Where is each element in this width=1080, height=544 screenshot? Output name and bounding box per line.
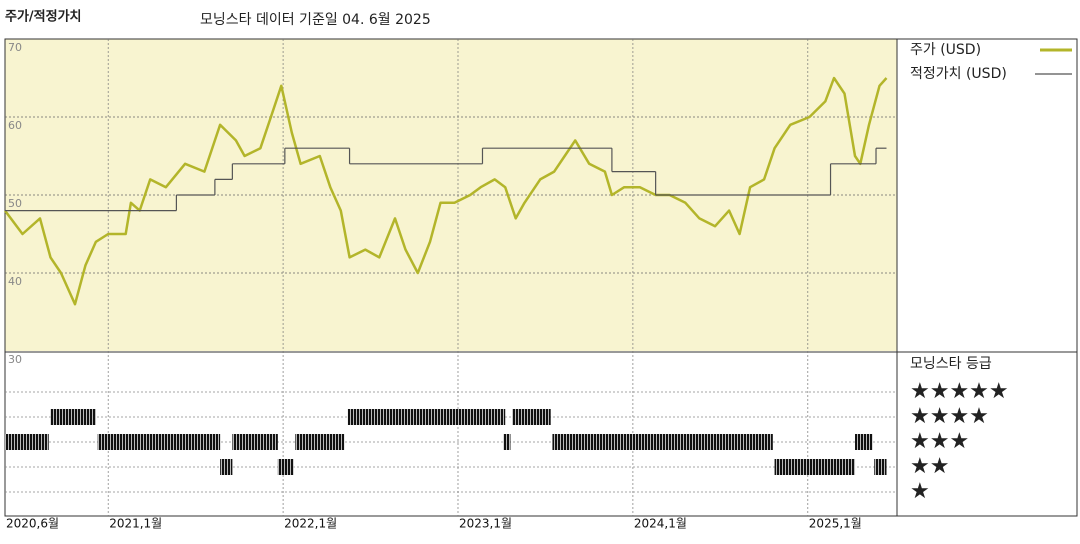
rating-bar xyxy=(97,434,221,450)
rating-title: 모닝스타 등급 xyxy=(910,356,992,372)
chart-title: 주가/적정가치 xyxy=(5,9,82,25)
rating-bar xyxy=(232,434,278,450)
rating-bar xyxy=(295,434,345,450)
x-tick-label: 2025,1월 xyxy=(809,517,862,531)
y-tick-label: 60 xyxy=(8,119,22,132)
rating-bar xyxy=(774,459,856,475)
rating-bar xyxy=(855,434,873,450)
rating-bar xyxy=(512,409,551,425)
chart-subtitle: 모닝스타 데이터 기준일 04. 6월 2025 xyxy=(200,12,431,28)
y-tick-label: 30 xyxy=(8,353,22,366)
rating-level: ★★★★★ xyxy=(910,379,1009,404)
legend-label: 주가 (USD) xyxy=(910,42,981,58)
x-tick-label: 2021,1월 xyxy=(109,517,162,531)
rating-bar xyxy=(50,409,96,425)
rating-bar xyxy=(5,434,49,450)
x-tick-label: 2023,1월 xyxy=(459,517,512,531)
rating-bar xyxy=(503,434,511,450)
rating-level: ★★ xyxy=(910,454,949,479)
legend-frame xyxy=(896,38,1078,353)
legend: 주가 (USD) 적정가치 (USD) 모닝스타 등급 xyxy=(910,42,1007,372)
x-tick-label: 2024,1월 xyxy=(634,517,687,531)
rating-bar xyxy=(220,459,233,475)
rating-level: ★ xyxy=(910,479,930,504)
y-tick-label: 70 xyxy=(8,41,22,54)
rating-bar xyxy=(347,409,506,425)
y-tick-label: 50 xyxy=(8,197,22,210)
rating-bar xyxy=(277,459,294,475)
rating-bar xyxy=(874,459,887,475)
x-tick-label: 2020,6월 xyxy=(6,517,59,531)
price-line xyxy=(3,76,888,306)
legend-label: 적정가치 (USD) xyxy=(910,66,1007,82)
rating-legend-frame xyxy=(896,351,1078,517)
rating-level: ★★★ xyxy=(910,429,969,454)
x-tick-label: 2022,1월 xyxy=(284,517,337,531)
rating-level: ★★★★ xyxy=(910,404,989,429)
y-tick-label: 40 xyxy=(8,275,22,288)
rating-bar xyxy=(552,434,773,450)
